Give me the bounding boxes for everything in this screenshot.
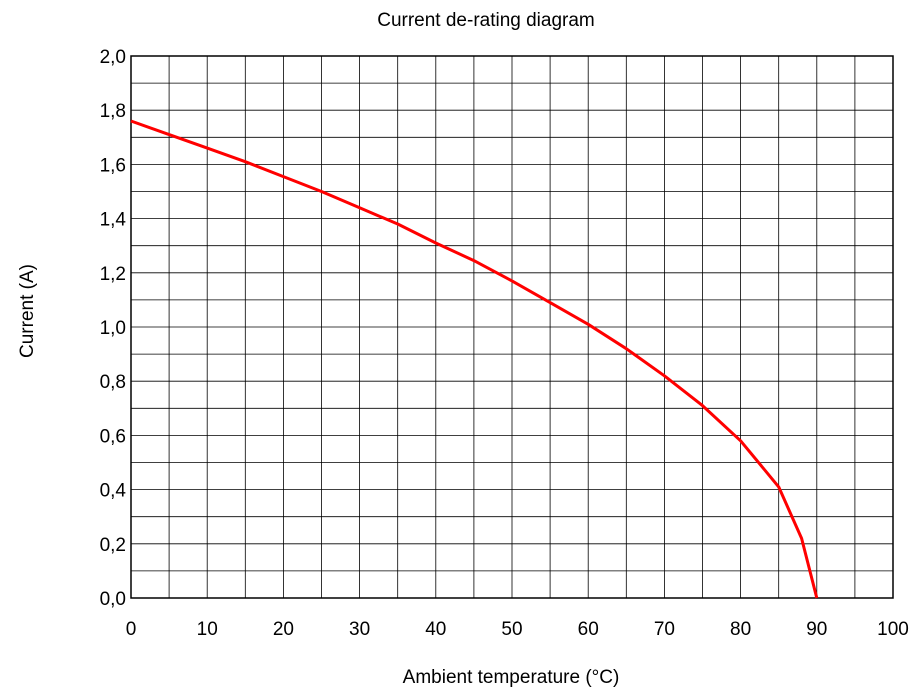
x-tick-label: 80 (730, 619, 751, 640)
y-tick-label: 0,6 (100, 426, 126, 447)
x-tick-labels: 0 10 20 30 40 50 60 70 80 90 100 (126, 619, 909, 640)
x-tick-label: 0 (126, 619, 137, 640)
y-tick-label: 1,8 (100, 101, 126, 122)
y-tick-label: 0,8 (100, 372, 126, 393)
y-tick-label: 0,2 (100, 535, 126, 556)
x-tick-label: 20 (273, 619, 294, 640)
x-tick-label: 90 (806, 619, 827, 640)
chart-title: Current de-rating diagram (377, 10, 595, 31)
y-tick-label: 0,4 (100, 481, 127, 502)
y-tick-label: 1,0 (100, 318, 126, 339)
y-tick-label: 1,6 (100, 155, 126, 176)
x-tick-label: 70 (654, 619, 675, 640)
x-tick-label: 40 (425, 619, 446, 640)
x-tick-label: 60 (578, 619, 599, 640)
y-tick-label: 1,2 (100, 264, 126, 285)
series-line (130, 119, 819, 599)
series-layer (130, 119, 819, 599)
x-tick-label: 50 (501, 619, 522, 640)
x-tick-label: 10 (197, 619, 218, 640)
y-tick-label: 1,4 (100, 210, 127, 231)
x-tick-label: 30 (349, 619, 370, 640)
x-axis-label: Ambient temperature (°C) (403, 667, 620, 688)
grid (131, 56, 893, 598)
x-tick-label: 100 (877, 619, 909, 640)
y-axis-label: Current (A) (17, 264, 38, 358)
y-tick-label: 0,0 (100, 589, 126, 610)
plot-frame (130, 55, 894, 599)
y-tick-label: 2,0 (100, 47, 126, 68)
y-tick-labels: 0,0 0,2 0,4 0,6 0,8 1,0 1,2 1,4 1,6 1,8 2,0 (100, 47, 127, 610)
